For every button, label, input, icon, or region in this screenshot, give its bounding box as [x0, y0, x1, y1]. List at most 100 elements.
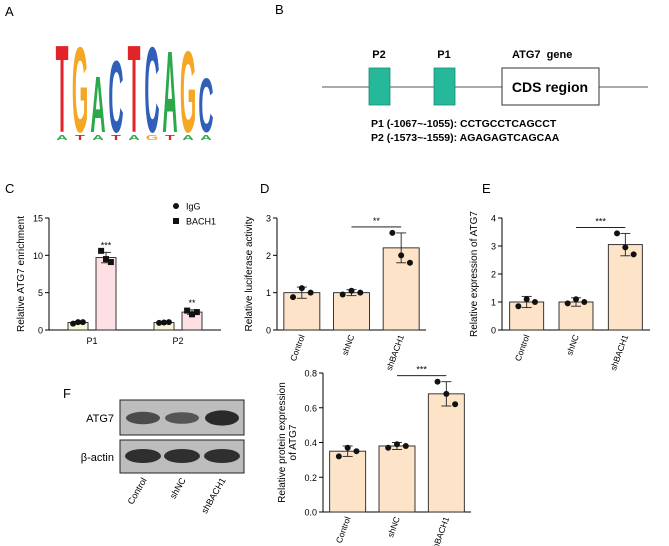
significance-label: ***	[416, 365, 427, 375]
panel-label-b: B	[275, 2, 284, 17]
data-point	[406, 259, 413, 266]
data-point	[402, 442, 409, 449]
data-point	[79, 319, 86, 326]
gene-diagram: P2 P1 ATG7 gene CDS region P1 (-1067~-10…	[322, 49, 648, 144]
legend-marker-bach1	[173, 218, 179, 224]
x-tick-label: shNC	[564, 333, 581, 356]
data-point	[335, 453, 342, 460]
y-axis-label: Relative ATG7 enrichment	[16, 216, 27, 332]
data-point	[290, 294, 297, 301]
logo-letter-c: C	[144, 23, 159, 158]
logo-letter-small: A	[56, 133, 68, 141]
atg7-gene-label: ATG7 gene	[512, 49, 572, 61]
data-point	[452, 401, 459, 408]
legend-marker-igg	[173, 203, 179, 209]
logo-letter-small: A	[182, 133, 194, 141]
x-tick-label: shNC	[340, 333, 357, 356]
data-point	[389, 229, 396, 236]
p2-exon-box	[368, 67, 391, 106]
data-point	[348, 287, 355, 294]
atg7-band	[205, 410, 239, 426]
western-bands	[125, 410, 240, 463]
atg7-band	[165, 412, 199, 424]
x-tick-label: P1	[86, 336, 97, 346]
legend-label: IgG	[186, 202, 201, 212]
data-point	[307, 289, 314, 296]
y-tick-label: 0.4	[304, 438, 317, 448]
panel-label-c: C	[5, 181, 14, 196]
x-tick-label: Control	[334, 515, 353, 544]
logo-letter-small: T	[75, 133, 85, 141]
data-point	[165, 319, 172, 326]
y-tick-label: 15	[33, 214, 43, 224]
data-point	[581, 299, 588, 305]
logo-letter-c: C	[108, 39, 123, 154]
logo-letter-small: G	[146, 133, 158, 141]
p1-sequence-line: P1 (-1067~-1055): CCTGCCTCAGCCT	[371, 118, 557, 130]
data-point	[564, 300, 571, 307]
data-point	[193, 309, 200, 316]
y-tick-label: 1	[491, 298, 496, 308]
y-axis-label-line: Relative protein expression	[277, 382, 288, 503]
logo-letter-small: A	[200, 133, 212, 141]
p1-exon-box	[433, 67, 456, 106]
data-point	[614, 230, 621, 237]
logo-letter-t: T	[128, 19, 141, 158]
chart-c-chip-enrichment: 0 5 10 15 Relative ATG7 enrichment *** P1 ** P2 I…	[16, 202, 221, 346]
bar-shbach1	[427, 393, 465, 513]
data-point	[622, 244, 629, 251]
x-tick-label: shNC	[385, 515, 402, 538]
x-tick-label: shBACH1	[608, 333, 630, 372]
significance-label: ***	[595, 216, 606, 226]
bar-shbach1	[607, 244, 643, 331]
data-point	[184, 307, 191, 314]
bar-shnc	[558, 301, 594, 331]
bar-shnc	[333, 292, 370, 331]
data-point	[70, 320, 77, 327]
y-axis-label-line: Relative expression of ATG7	[469, 211, 480, 337]
y-tick-label: 2	[266, 251, 271, 261]
logo-letter-small: A	[92, 133, 104, 141]
bar-bach1	[95, 257, 117, 331]
x-tick-label: P2	[172, 336, 183, 346]
logo-letter-small: T	[111, 133, 121, 141]
p1-label: P1	[437, 49, 450, 61]
panel-label-f: F	[63, 386, 71, 401]
x-tick-label: shBACH1	[384, 333, 406, 372]
data-point	[75, 319, 81, 326]
panel-label-a: A	[5, 4, 14, 19]
data-point	[161, 319, 167, 326]
y-axis-label: Relative luciferase activity	[244, 216, 255, 331]
logo-letter-a: A	[162, 28, 177, 157]
atg7-blot-label: ATG7	[86, 413, 114, 425]
y-axis-label-line: Relative luciferase activity	[244, 216, 255, 331]
data-point	[298, 285, 305, 292]
data-point	[443, 390, 450, 397]
data-point	[630, 251, 637, 258]
logo-letter-g: G	[180, 28, 196, 157]
y-tick-label: 4	[491, 214, 496, 224]
data-point	[398, 252, 405, 259]
p2-label: P2	[372, 49, 385, 61]
chart-e-atg7-expression: 0 1 2 3 4 Relative expression of ATG7 Control s…	[469, 211, 650, 372]
data-point	[531, 299, 538, 305]
actin-band	[164, 449, 200, 463]
data-point	[385, 444, 392, 451]
data-point	[523, 296, 530, 303]
western-blot: ATG7 β-actin Control shNC shBACH1	[81, 399, 245, 515]
cds-region-box	[501, 67, 600, 106]
y-tick-label: 2	[491, 270, 496, 280]
y-axis-label: Relative protein expressionof ATG7	[277, 382, 299, 503]
data-point	[573, 296, 579, 303]
legend-label: BACH1	[186, 217, 216, 227]
logo-letter-c: C	[198, 62, 213, 148]
data-point	[98, 247, 105, 254]
data-point	[339, 291, 346, 298]
significance-label: **	[373, 216, 381, 226]
y-axis-label-line: of ATG7	[288, 424, 299, 460]
bar-shnc	[378, 445, 416, 513]
western-lane-label: shNC	[168, 476, 188, 501]
x-tick-label: Control	[288, 333, 307, 362]
